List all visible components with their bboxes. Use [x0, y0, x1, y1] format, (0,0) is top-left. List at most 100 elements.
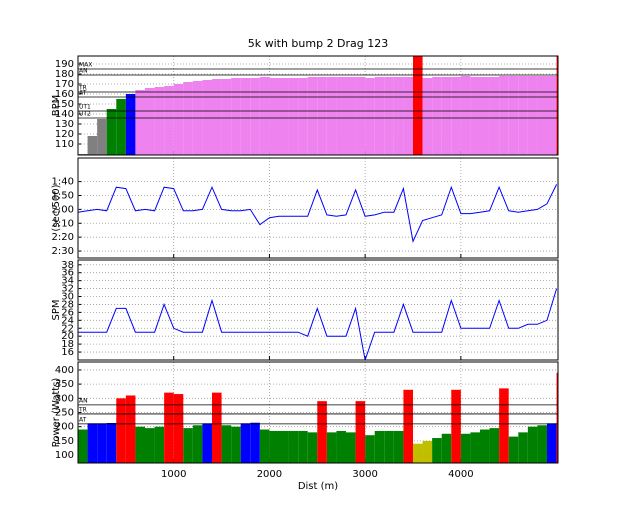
bar	[460, 76, 471, 155]
bar	[298, 430, 308, 463]
bar	[537, 425, 547, 463]
y-tick-label: 28	[61, 299, 74, 310]
bar	[144, 428, 155, 463]
line	[78, 184, 558, 243]
bar	[441, 433, 452, 463]
y-tick-label: 1:50	[52, 191, 74, 202]
bar	[87, 423, 98, 463]
bar	[106, 422, 117, 463]
bar	[355, 77, 366, 155]
x-tick-label: 1000	[161, 469, 186, 480]
bar	[307, 432, 318, 463]
bar	[97, 119, 107, 155]
axes-frame	[77, 157, 559, 259]
y-tick-label: 110	[55, 139, 74, 150]
y-tick-label: 1:40	[52, 177, 74, 188]
bar	[432, 438, 442, 463]
bar	[211, 392, 222, 463]
bar	[231, 426, 241, 463]
bar	[518, 76, 528, 155]
bar	[154, 426, 165, 463]
axes-frame	[77, 55, 559, 156]
bar	[240, 423, 251, 463]
y-tick-label: 150	[55, 99, 74, 110]
y-tick-label: 2:00	[52, 204, 74, 215]
bar	[470, 432, 480, 463]
bar	[183, 82, 193, 155]
bar	[144, 88, 155, 155]
axes-frame	[77, 259, 559, 361]
bar	[451, 77, 461, 155]
bar	[470, 77, 480, 155]
bar	[508, 436, 519, 463]
y-tick-label: 30	[61, 292, 74, 303]
bar	[336, 77, 346, 155]
bar	[250, 422, 260, 463]
y-tick-label: 38	[61, 260, 74, 271]
y-tick-label: 350	[55, 379, 74, 390]
bar	[326, 77, 337, 155]
y-tick-label: 18	[61, 339, 74, 350]
bar	[479, 77, 490, 155]
bar	[97, 423, 107, 463]
panel: 1:40 1:50 2:00 2:10 2:20 2:30 (sec/500)	[51, 157, 559, 259]
zone-label: TR	[78, 85, 87, 92]
bar	[183, 428, 193, 463]
bar	[317, 401, 327, 463]
y-tick-label: 32	[61, 284, 74, 295]
bar	[508, 76, 519, 155]
bar	[422, 78, 433, 155]
y-tick-label: 300	[55, 393, 74, 404]
y-tick-label: 180	[55, 69, 74, 80]
zone-label: AN	[79, 397, 88, 404]
y-tick-label: 36	[61, 268, 74, 279]
x-tick-label: 4000	[448, 469, 473, 480]
y-axis-label: BPM	[51, 95, 62, 117]
y-tick-label: 20	[61, 331, 74, 342]
y-tick-label: 130	[55, 119, 74, 130]
bar	[250, 78, 260, 155]
bar	[116, 398, 126, 463]
y-tick-label: 170	[55, 79, 74, 90]
bar	[164, 86, 174, 155]
bar	[269, 78, 279, 155]
y-tick-label: 34	[61, 276, 74, 287]
y-tick-label: 400	[55, 365, 74, 376]
bar	[412, 56, 423, 155]
zone-label: UT1	[79, 104, 91, 111]
bar	[345, 432, 356, 463]
bar	[441, 77, 452, 155]
bar	[278, 430, 289, 463]
bar	[365, 435, 375, 463]
bar	[231, 78, 241, 155]
bar	[298, 78, 308, 155]
bar	[317, 77, 327, 155]
bar	[202, 423, 212, 463]
bar	[202, 80, 212, 155]
bar	[393, 430, 404, 463]
bar	[403, 389, 413, 463]
bar	[422, 440, 433, 463]
y-tick-label: 160	[55, 89, 74, 100]
y-tick-label: 24	[61, 315, 74, 326]
y-tick-label: 2:10	[52, 218, 74, 229]
bar	[125, 395, 136, 463]
bar	[355, 401, 366, 463]
bar	[537, 76, 547, 155]
bar	[499, 388, 509, 463]
bar	[288, 430, 299, 463]
bar	[106, 109, 117, 155]
bar	[288, 78, 299, 155]
bar	[192, 425, 203, 463]
bar	[164, 392, 174, 463]
bar	[259, 429, 270, 463]
chart-title: 5k with bump 2 Drag 123	[248, 37, 389, 50]
axes-frame	[77, 361, 559, 464]
bar	[479, 429, 490, 463]
bar	[307, 77, 318, 155]
plot-area	[78, 184, 558, 243]
bar	[135, 90, 145, 155]
